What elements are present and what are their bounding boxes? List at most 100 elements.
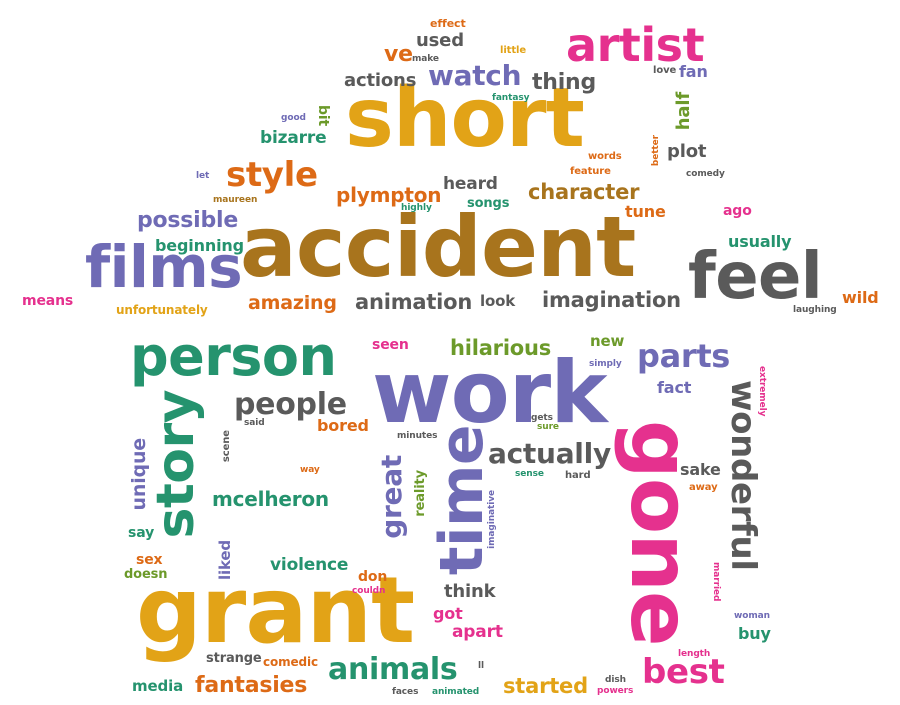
word-woman: woman (734, 611, 770, 621)
word-usually: usually (728, 232, 792, 251)
word-sex: sex (136, 552, 163, 568)
word-bored: bored (317, 416, 369, 435)
word-imaginative: imaginative (487, 490, 497, 549)
word-accident: accident (240, 198, 636, 296)
word-fan: fan (679, 62, 708, 81)
word-hard: hard (565, 470, 591, 481)
word-new: new (590, 332, 625, 350)
word-feel: feel (688, 240, 823, 314)
word-away: away (689, 482, 718, 493)
word-actions: actions (344, 70, 417, 91)
word-feature: feature (570, 166, 611, 177)
word-plympton: plympton (336, 183, 442, 207)
word-work: work (372, 343, 608, 443)
word-watch: watch (428, 59, 522, 92)
word-person: person (130, 325, 337, 388)
word-way: way (300, 465, 320, 475)
word-scene: scene (221, 430, 232, 463)
word-character: character (528, 180, 640, 204)
word-effect: effect (430, 17, 466, 30)
word-highly: highly (401, 203, 432, 213)
word-beginning: beginning (155, 236, 244, 255)
word-look: look (480, 292, 516, 310)
word-bizarre: bizarre (260, 128, 327, 148)
word-possible: possible (137, 208, 239, 233)
word-fantasy: fantasy (492, 93, 530, 103)
word-mcelheron: mcelheron (212, 487, 329, 511)
word-people: people (234, 387, 347, 422)
word-songs: songs (467, 196, 510, 211)
word-fantasies: fantasies (195, 673, 308, 698)
word-better: better (651, 135, 661, 167)
word-said: said (244, 418, 265, 428)
word-means: means (22, 293, 74, 309)
word-reality: reality (413, 470, 428, 517)
word-dish: dish (605, 675, 626, 685)
word-bit: bit (315, 105, 331, 127)
word-hilarious: hilarious (450, 336, 552, 360)
word-ll: ll (478, 661, 484, 671)
word-grant: grant (136, 557, 415, 664)
word-animals: animals (328, 652, 458, 687)
word-liked: liked (216, 540, 234, 581)
word-let: let (196, 171, 210, 181)
word-used: used (416, 30, 464, 51)
word-time: time (427, 425, 497, 576)
word-heard: heard (443, 174, 498, 194)
word-couldn: couldn (352, 586, 386, 596)
word-extremely: extremely (757, 366, 767, 417)
word-wild: wild (842, 288, 879, 307)
word-maureen: maureen (213, 195, 258, 205)
word-wonderful: wonderful (723, 380, 763, 571)
word-media: media (132, 677, 184, 695)
word-thing: thing (532, 70, 597, 95)
word-parts: parts (637, 337, 731, 375)
word-strange: strange (206, 651, 262, 666)
word-short: short (345, 71, 585, 166)
word-make: make (412, 54, 439, 64)
word-artist: artist (566, 18, 705, 72)
word-comedic: comedic (263, 655, 318, 669)
word-unfortunately: unfortunately (116, 303, 208, 317)
word-story: story (146, 390, 206, 539)
word-gone: gone (612, 420, 707, 646)
word-length: length (678, 649, 711, 659)
word-words: words (588, 151, 622, 162)
word-violence: violence (270, 555, 349, 575)
word-sake: sake (680, 460, 721, 479)
word-imagination: imagination (542, 288, 681, 312)
word-style: style (226, 155, 318, 195)
word-buy: buy (738, 624, 771, 643)
word-actually: actually (488, 437, 611, 470)
word-fact: fact (657, 378, 692, 397)
word-powers: powers (597, 686, 634, 696)
word-sure: sure (537, 422, 559, 432)
word-say: say (128, 525, 155, 541)
word-unique: unique (128, 438, 150, 511)
word-comedy: comedy (686, 169, 725, 179)
word-don: don (358, 569, 388, 585)
word-animation: animation (355, 290, 473, 314)
word-laughing: laughing (793, 305, 837, 315)
word-married: married (711, 562, 721, 602)
word-minutes: minutes (397, 431, 438, 441)
word-amazing: amazing (248, 292, 337, 314)
word-gets: gets (531, 413, 553, 423)
word-think: think (444, 581, 496, 602)
word-started: started (503, 674, 588, 698)
word-ve: ve (384, 42, 413, 67)
word-seen: seen (372, 337, 409, 353)
word-sense: sense (515, 469, 544, 479)
word-best: best (642, 652, 725, 692)
word-tune: tune (625, 202, 666, 221)
word-simply: simply (589, 359, 622, 369)
word-faces: faces (392, 687, 419, 697)
word-animated: animated (432, 687, 480, 697)
word-apart: apart (452, 622, 503, 642)
word-plot: plot (667, 141, 707, 162)
word-films: films (85, 233, 243, 301)
word-great: great (375, 455, 408, 539)
word-half: half (673, 92, 694, 131)
word-good: good (281, 113, 306, 123)
